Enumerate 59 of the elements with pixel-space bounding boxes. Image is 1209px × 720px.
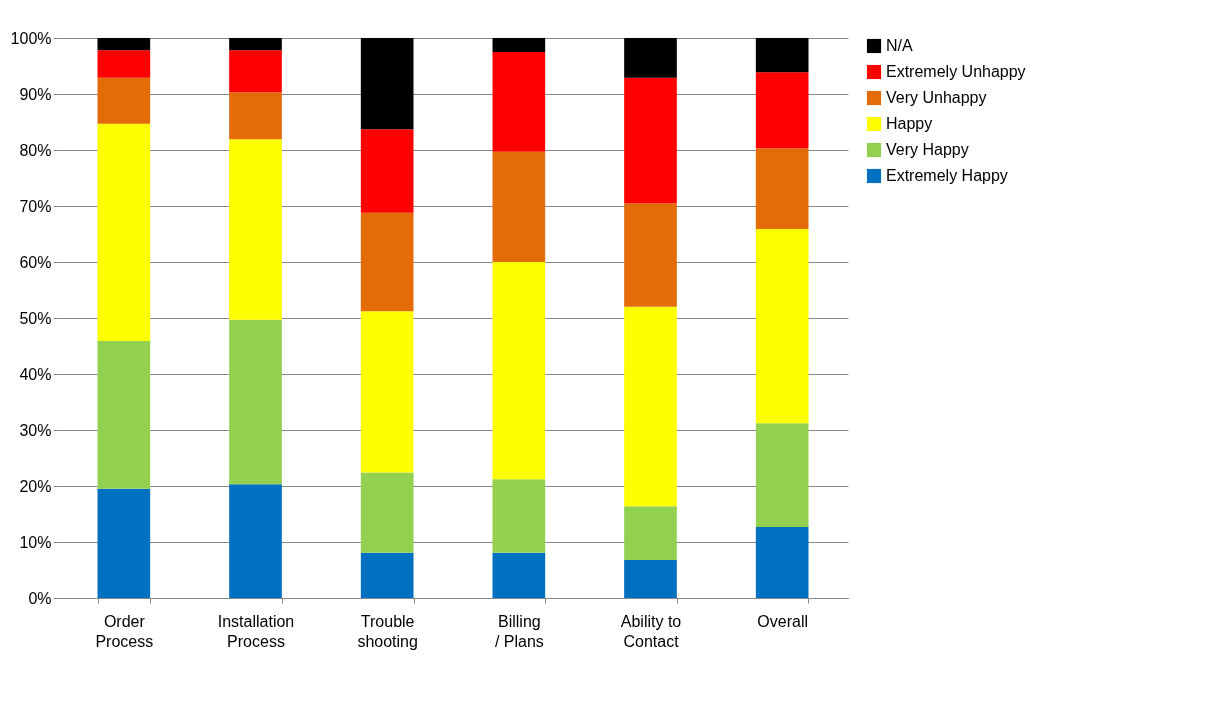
bar	[360, 38, 414, 130]
bar	[624, 203, 677, 307]
legend-label: Very Happy	[886, 141, 969, 158]
y-tick-label: 80%	[19, 141, 52, 159]
legend-label: Happy	[886, 115, 933, 132]
y-tick-label: 0%	[28, 589, 52, 607]
bar	[229, 484, 282, 598]
legend-label: Very Unhappy	[886, 89, 987, 106]
bar	[492, 552, 546, 598]
y-tick-label: 20%	[19, 477, 52, 495]
bar	[360, 311, 414, 473]
bar	[360, 472, 414, 553]
bar	[360, 129, 414, 213]
bar	[755, 148, 809, 229]
bar	[97, 38, 151, 51]
bar	[229, 92, 282, 140]
bar	[360, 552, 414, 598]
bar	[360, 212, 414, 312]
bar	[755, 72, 809, 149]
bar	[97, 50, 151, 78]
bar	[229, 319, 282, 485]
bar	[755, 526, 809, 598]
y-tick-label: 10%	[19, 533, 52, 551]
bar	[492, 52, 546, 152]
bar	[492, 38, 546, 52]
bar	[492, 262, 546, 480]
bar	[624, 77, 677, 204]
x-tick-label: Trouble shooting	[357, 612, 418, 650]
bar	[492, 479, 546, 553]
y-tick-label: 40%	[19, 365, 52, 383]
y-tick-label: 60%	[19, 253, 52, 271]
legend-label: N/A	[886, 37, 913, 54]
bar	[624, 559, 677, 598]
bar	[624, 506, 677, 560]
bar	[755, 423, 809, 527]
x-tick-label: Order Process	[95, 612, 154, 650]
bar	[97, 77, 151, 124]
y-tick-label: 90%	[19, 85, 52, 103]
x-tick-label: Ability to Contact	[620, 612, 682, 650]
bar	[229, 38, 282, 51]
bar	[492, 151, 546, 262]
legend-label: Extremely Happy	[886, 167, 1008, 184]
y-tick-label: 70%	[19, 197, 52, 215]
y-tick-label: 100%	[10, 29, 52, 47]
bar	[755, 38, 809, 73]
y-tick-label: 30%	[19, 421, 52, 439]
legend-label: Extremely Unhappy	[886, 63, 1026, 80]
bar	[229, 50, 282, 93]
bar	[755, 228, 809, 424]
bar	[624, 38, 677, 78]
x-tick-label: Billing / Plans	[494, 612, 544, 650]
bar	[624, 306, 677, 507]
y-tick-label: 50%	[19, 309, 52, 327]
bar	[229, 139, 282, 320]
bar	[97, 123, 151, 341]
bar	[97, 488, 151, 598]
x-tick-label: Overall	[757, 612, 809, 630]
bar	[97, 340, 151, 489]
x-tick-label: Installation Process	[217, 612, 295, 650]
